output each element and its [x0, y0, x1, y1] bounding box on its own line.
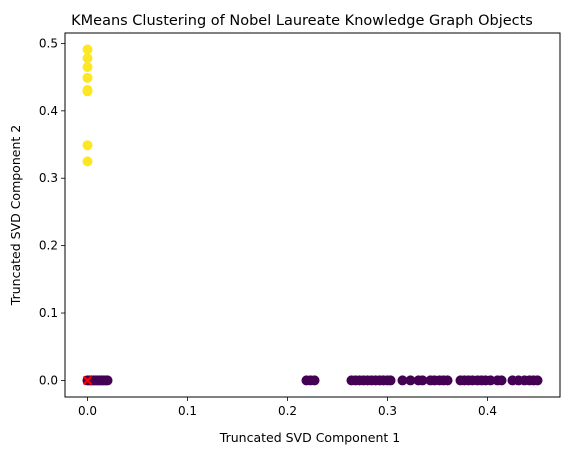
data-point — [309, 375, 320, 386]
data-point — [82, 53, 93, 64]
chart-title: KMeans Clustering of Nobel Laureate Know… — [71, 13, 533, 29]
data-point — [82, 44, 93, 55]
data-point — [397, 375, 408, 386]
y-tick-label: 0.5 — [39, 36, 58, 50]
x-tick-label: 0.1 — [178, 404, 197, 418]
data-point — [442, 375, 453, 386]
x-axis-title: Truncated SVD Component 1 — [219, 430, 400, 445]
data-point — [82, 72, 93, 83]
data-point — [532, 375, 543, 386]
x-tick-label: 0.3 — [378, 404, 397, 418]
y-tick-label: 0.3 — [39, 171, 58, 185]
plot-area — [82, 44, 543, 386]
data-point — [485, 375, 496, 386]
x-tick-label: 0.4 — [478, 404, 497, 418]
x-axis: 0.0 0.1 0.2 0.3 0.4 — [78, 397, 497, 418]
centroid-marker — [82, 375, 93, 386]
y-axis: 0.0 0.1 0.2 0.3 0.4 0.5 — [39, 36, 65, 387]
axes-frame — [64, 32, 561, 398]
data-point — [82, 86, 93, 97]
data-point — [102, 375, 113, 386]
data-point — [82, 140, 93, 151]
data-point — [496, 375, 507, 386]
data-point — [82, 62, 93, 73]
data-point — [417, 375, 428, 386]
y-axis-title: Truncated SVD Component 2 — [8, 125, 23, 306]
data-point — [82, 156, 93, 167]
data-point — [405, 375, 416, 386]
x-tick-label: 0.0 — [78, 404, 97, 418]
y-tick-label: 0.0 — [39, 373, 58, 387]
x-tick-label: 0.2 — [278, 404, 297, 418]
data-point — [385, 375, 396, 386]
y-tick-label: 0.4 — [39, 104, 58, 118]
y-tick-label: 0.1 — [39, 306, 58, 320]
y-tick-label: 0.2 — [39, 239, 58, 253]
